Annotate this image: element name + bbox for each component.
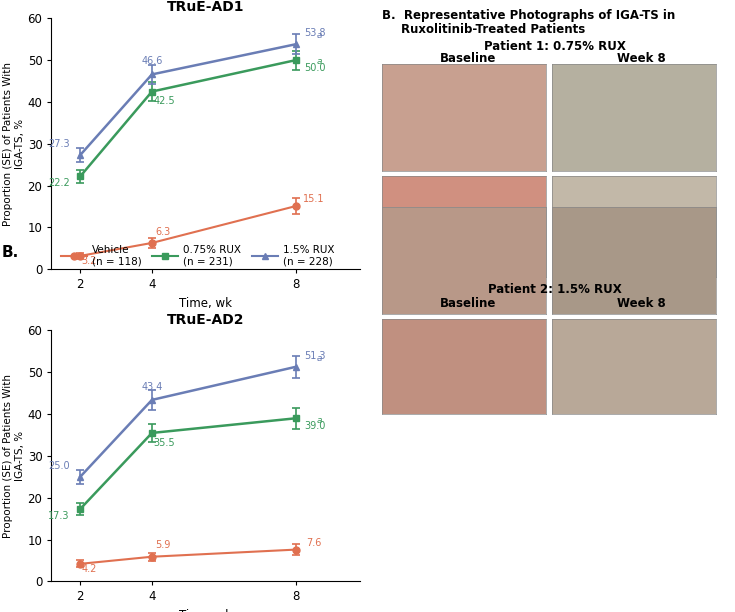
Text: a: a xyxy=(317,354,323,363)
Text: 5.9: 5.9 xyxy=(155,540,171,550)
Text: Ruxolitinib-Treated Patients: Ruxolitinib-Treated Patients xyxy=(401,23,585,36)
Text: a: a xyxy=(317,416,323,425)
Y-axis label: Proportion (SE) of Patients With
IGA-TS, %: Proportion (SE) of Patients With IGA-TS,… xyxy=(3,62,25,226)
Text: 39.0: 39.0 xyxy=(304,421,326,431)
X-axis label: Time, wk: Time, wk xyxy=(179,609,232,612)
Y-axis label: Proportion (SE) of Patients With
IGA-TS, %: Proportion (SE) of Patients With IGA-TS,… xyxy=(3,374,25,538)
Text: 50.0: 50.0 xyxy=(304,62,326,73)
Text: B.: B. xyxy=(2,245,19,260)
Text: Patient 2: 1.5% RUX: Patient 2: 1.5% RUX xyxy=(488,283,622,296)
Text: Baseline: Baseline xyxy=(440,52,497,65)
Text: a: a xyxy=(317,58,323,67)
Text: 6.3: 6.3 xyxy=(155,226,171,237)
Text: Week 8: Week 8 xyxy=(617,52,666,65)
Text: 27.3: 27.3 xyxy=(48,139,69,149)
Text: Baseline: Baseline xyxy=(440,297,497,310)
X-axis label: Time, wk: Time, wk xyxy=(179,297,232,310)
Text: 22.2: 22.2 xyxy=(48,178,70,188)
Text: 7.6: 7.6 xyxy=(306,537,321,548)
Text: 15.1: 15.1 xyxy=(303,194,324,204)
Text: 46.6: 46.6 xyxy=(141,56,162,66)
Text: Patient 1: 0.75% RUX: Patient 1: 0.75% RUX xyxy=(484,40,626,53)
Text: 25.0: 25.0 xyxy=(48,461,69,471)
Legend: Vehicle
(n = 118), 0.75% RUX
(n = 231), 1.5% RUX
(n = 228): Vehicle (n = 118), 0.75% RUX (n = 231), … xyxy=(57,241,339,271)
Text: 4.2: 4.2 xyxy=(82,564,97,574)
Text: 51.3: 51.3 xyxy=(304,351,326,360)
Text: 53.8: 53.8 xyxy=(304,28,326,38)
Text: 17.3: 17.3 xyxy=(48,511,69,521)
Text: 43.4: 43.4 xyxy=(141,381,162,392)
Text: 42.5: 42.5 xyxy=(154,96,176,106)
Title: TRuE-AD1: TRuE-AD1 xyxy=(167,1,245,15)
Title: TRuE-AD2: TRuE-AD2 xyxy=(167,313,245,327)
Text: 35.5: 35.5 xyxy=(154,438,176,447)
Text: a: a xyxy=(317,31,323,40)
Text: 3.2: 3.2 xyxy=(82,256,97,266)
Text: B.  Representative Photographs of IGA-TS in: B. Representative Photographs of IGA-TS … xyxy=(382,9,675,22)
Text: Week 8: Week 8 xyxy=(617,297,666,310)
